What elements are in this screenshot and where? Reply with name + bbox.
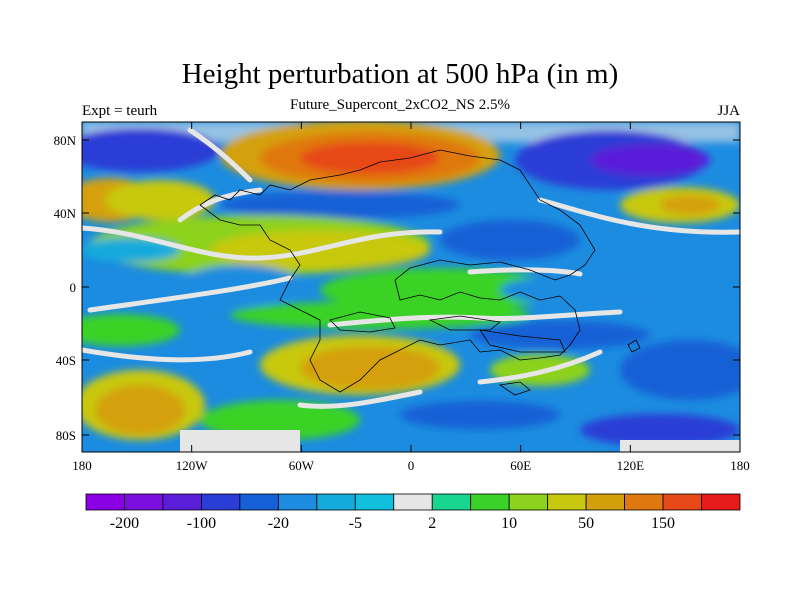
colorbar-swatch: [470, 493, 510, 511]
colorbar-swatch: [431, 493, 472, 511]
lat-tick-label: 80S: [56, 428, 76, 443]
colorbar-swatch: [393, 493, 433, 511]
map-title: Height perturbation at 500 hPa (in m): [181, 58, 619, 90]
colorbar-swatch: [277, 493, 318, 511]
latitude-axis: 80N 40N 0 40S 80S: [54, 133, 740, 443]
experiment-label: Expt = teurh: [82, 103, 158, 119]
colorbar-label: -100: [187, 515, 216, 532]
colorbar-swatch: [85, 493, 125, 511]
colorbar-swatch: [239, 493, 279, 511]
coastline: [199, 149, 641, 396]
colorbar-label: -20: [268, 515, 289, 532]
colorbar-swatch: [354, 493, 395, 511]
lon-tick-label: 120W: [176, 458, 209, 473]
colorbar-label: 10: [501, 515, 517, 532]
colorbar-swatch: [585, 493, 625, 511]
colorbar-swatch: [316, 493, 356, 511]
colorbar-label: -200: [110, 515, 139, 532]
colorbar-swatch: [162, 493, 202, 511]
lon-tick-label: 60E: [510, 458, 531, 473]
colorbar-label: 150: [651, 515, 675, 532]
lon-tick-label: 120E: [617, 458, 645, 473]
longitude-axis: 180 120W 60W 0 60E 120E 180: [72, 122, 750, 473]
lon-tick-label: 180: [72, 458, 92, 473]
season-label: JJA: [717, 103, 740, 119]
colorbar-label: -5: [349, 515, 362, 532]
colorbar-swatch: [547, 493, 587, 511]
colorbar: -200 -100 -20 -5 2 10 50 150: [85, 493, 741, 532]
colorbar-swatch: [124, 493, 164, 511]
contour-field: [82, 122, 740, 452]
lat-tick-label: 40N: [54, 206, 77, 221]
colorbar-swatch: [662, 493, 702, 511]
lon-tick-label: 0: [408, 458, 415, 473]
colorbar-swatch: [624, 493, 664, 511]
colorbar-label: 2: [428, 515, 436, 532]
lat-tick-label: 40S: [56, 353, 76, 368]
lat-tick-label: 80N: [54, 133, 77, 148]
map-subtitle: Future_Supercont_2xCO2_NS 2.5%: [290, 97, 510, 113]
colorbar-swatch: [701, 493, 741, 511]
colorbar-swatch: [201, 493, 241, 511]
colorbar-swatch: [508, 493, 549, 511]
colorbar-label: 50: [578, 515, 594, 532]
lon-tick-label: 180: [730, 458, 750, 473]
lon-tick-label: 60W: [289, 458, 315, 473]
lat-tick-label: 0: [70, 280, 77, 295]
